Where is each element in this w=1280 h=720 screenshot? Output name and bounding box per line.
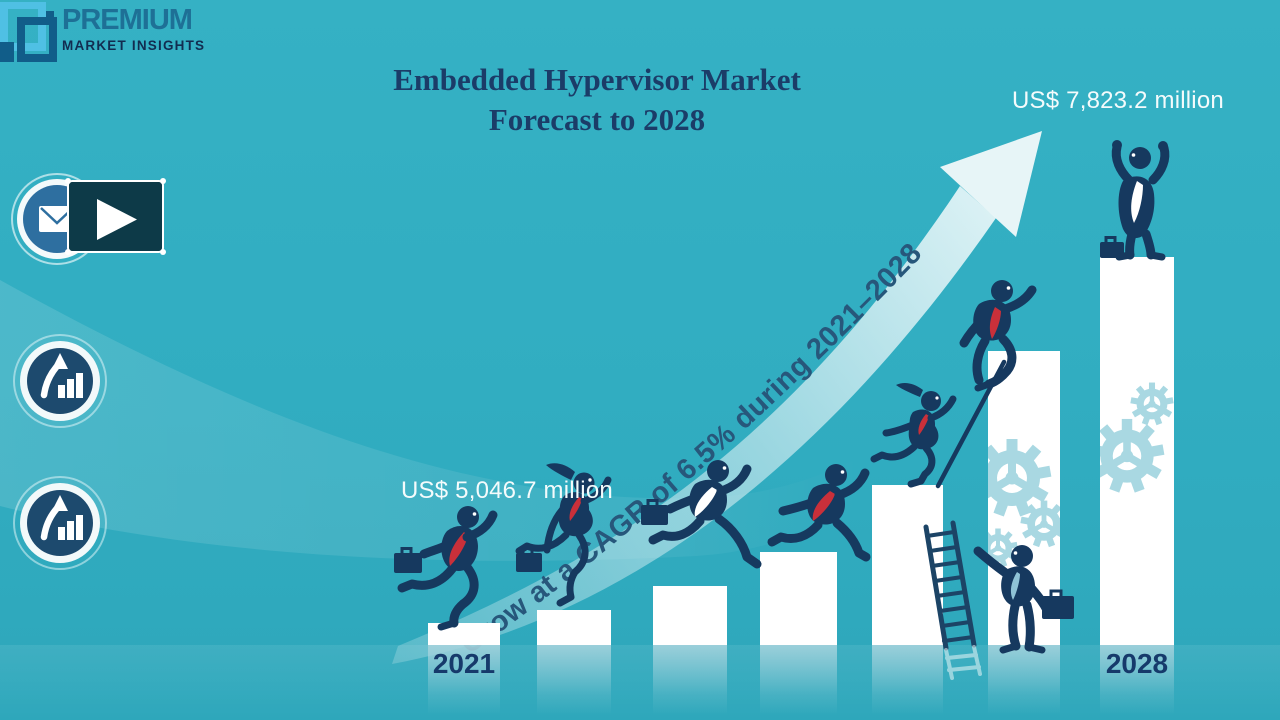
brand-tagline: MARKET INSIGHTS [62,38,206,53]
background-swoosh-band [0,280,988,561]
ladder-graphic [923,520,977,651]
play-icon [97,199,137,240]
bar-reflections [428,645,1174,715]
value-label-2028: US$ 7,823.2 million [1012,87,1224,114]
growth-chart-icon-1 [13,334,107,428]
brand-name: PREMIUM [62,4,193,36]
bar-4 [760,552,837,645]
figure-leaping-man-white-tie [641,460,762,569]
figure-runner-woman-2 [870,382,957,488]
video-play-button[interactable] [65,178,166,255]
figure-runner-man-1 [394,506,498,631]
page-title: Embedded Hypervisor Market Forecast to 2… [287,60,907,139]
title-line-1: Embedded Hypervisor Market [393,62,801,97]
floor-shading [0,645,1280,720]
figure-climbing-man [959,280,1037,392]
media-controls [11,173,166,265]
growth-arrow [392,131,1042,664]
figure-standing-man [973,545,1074,654]
year-label-2021: 2021 [432,648,496,679]
growth-chart-icon-2 [13,476,107,570]
year-label-2028: 2028 [1105,648,1169,679]
title-line-2: Forecast to 2028 [488,101,706,137]
arrowhead [940,131,1042,237]
value-label-2021: US$ 5,046.7 million [401,477,613,504]
bar-3 [653,586,727,645]
bar-2 [537,610,611,645]
figure-leaping-man-red-tie [767,464,871,562]
brand-logo: PREMIUM MARKET INSIGHTS [0,2,205,64]
ladder-reflection [944,645,982,680]
figure-runner-woman-1 [515,463,612,607]
logo-mark-icon [0,2,57,62]
figure-victory-man [1100,140,1170,261]
